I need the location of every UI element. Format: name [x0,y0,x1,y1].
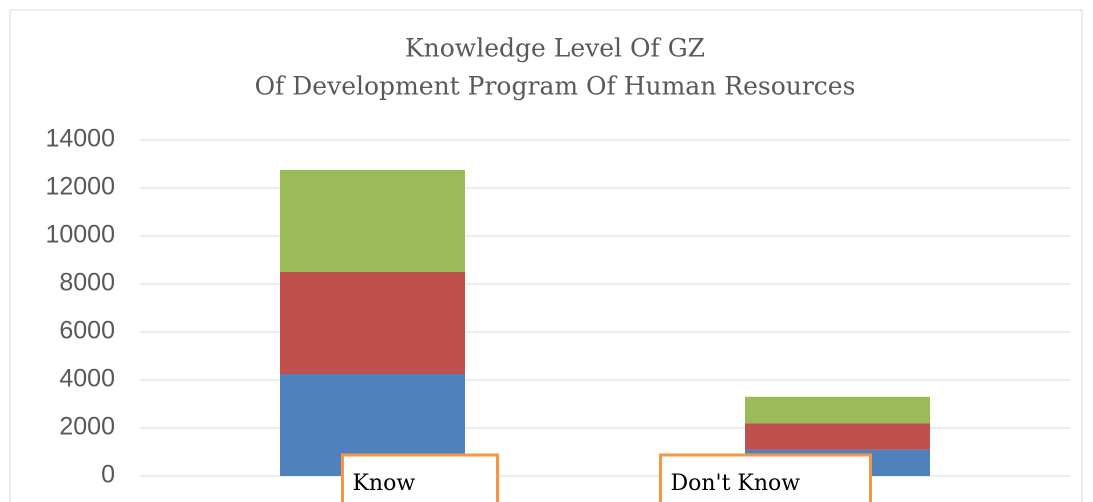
category-box [659,453,872,502]
chart-title: Of Development Program Of Human Resource… [255,72,856,101]
y-tick-label: 8000 [59,269,115,297]
chart-border [9,9,1083,502]
y-tick-label: 4000 [59,365,115,393]
bar-segment [745,423,930,450]
y-tick-label: 10000 [45,221,115,249]
category-box [341,453,499,502]
y-tick-label: 0 [101,461,115,489]
x-tick-label: Don't Know [671,471,801,496]
chart-title: Knowledge Level Of GZ [405,34,705,63]
y-tick-label: 2000 [59,413,115,441]
y-tick-label: 14000 [45,125,115,153]
y-tick-label: 6000 [59,317,115,345]
bar-segment [280,170,465,272]
bar-segment [745,396,930,424]
y-tick-label: 12000 [45,173,115,201]
bar-segment [280,272,465,374]
x-tick-label: Know [353,471,416,496]
